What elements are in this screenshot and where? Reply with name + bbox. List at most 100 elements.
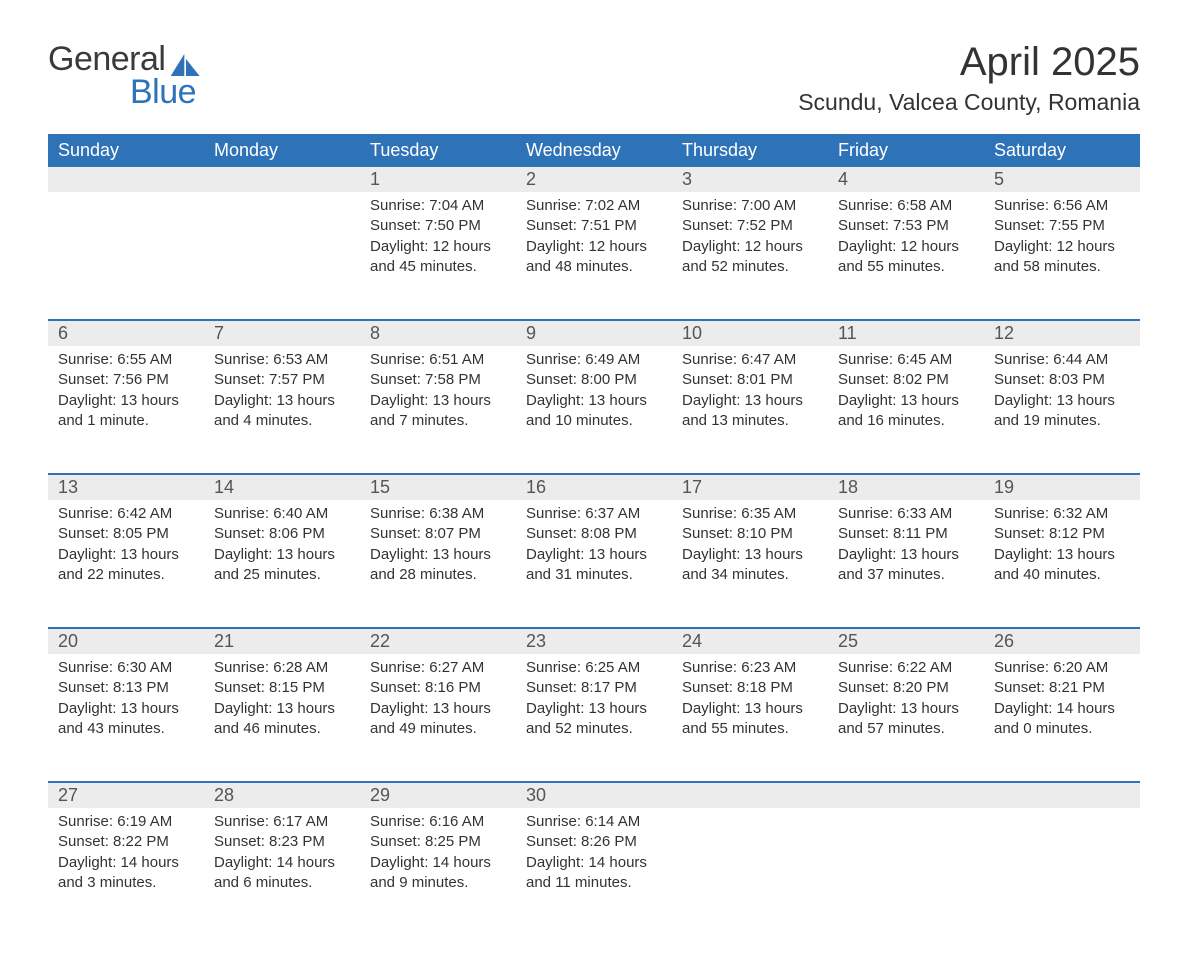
day-header: Tuesday — [360, 134, 516, 167]
day-content-cell: Sunrise: 6:40 AMSunset: 8:06 PMDaylight:… — [204, 500, 360, 628]
day-number-cell: 12 — [984, 320, 1140, 346]
day-content-cell: Sunrise: 6:28 AMSunset: 8:15 PMDaylight:… — [204, 654, 360, 782]
day-content-cell: Sunrise: 6:19 AMSunset: 8:22 PMDaylight:… — [48, 808, 204, 936]
day-content-cell — [672, 808, 828, 936]
day-number-cell: 3 — [672, 167, 828, 192]
day-content-cell — [204, 192, 360, 320]
day-header: Sunday — [48, 134, 204, 167]
sunset-line: Sunset: 8:01 PM — [682, 370, 818, 390]
day-content-cell: Sunrise: 6:25 AMSunset: 8:17 PMDaylight:… — [516, 654, 672, 782]
day-number-cell: 6 — [48, 320, 204, 346]
content-row: Sunrise: 6:42 AMSunset: 8:05 PMDaylight:… — [48, 500, 1140, 628]
daynum-row: 27282930 — [48, 782, 1140, 808]
daylight-line: Daylight: 13 hours and 25 minutes. — [214, 545, 350, 586]
daylight-line: Daylight: 14 hours and 0 minutes. — [994, 699, 1130, 740]
day-number-cell: 22 — [360, 628, 516, 654]
daylight-line: Daylight: 13 hours and 49 minutes. — [370, 699, 506, 740]
title-block: April 2025 Scundu, Valcea County, Romani… — [798, 40, 1140, 116]
sunset-line: Sunset: 8:21 PM — [994, 678, 1130, 698]
location-label: Scundu, Valcea County, Romania — [798, 89, 1140, 116]
day-content-cell: Sunrise: 6:27 AMSunset: 8:16 PMDaylight:… — [360, 654, 516, 782]
day-content-cell: Sunrise: 6:42 AMSunset: 8:05 PMDaylight:… — [48, 500, 204, 628]
day-number-cell: 17 — [672, 474, 828, 500]
sunrise-line: Sunrise: 7:04 AM — [370, 196, 506, 216]
daylight-line: Daylight: 14 hours and 3 minutes. — [58, 853, 194, 894]
day-number-cell: 13 — [48, 474, 204, 500]
day-content-cell: Sunrise: 6:49 AMSunset: 8:00 PMDaylight:… — [516, 346, 672, 474]
content-row: Sunrise: 6:30 AMSunset: 8:13 PMDaylight:… — [48, 654, 1140, 782]
sunrise-line: Sunrise: 6:37 AM — [526, 504, 662, 524]
sunrise-line: Sunrise: 6:44 AM — [994, 350, 1130, 370]
day-content-cell: Sunrise: 6:58 AMSunset: 7:53 PMDaylight:… — [828, 192, 984, 320]
day-number-cell: 28 — [204, 782, 360, 808]
sunrise-line: Sunrise: 6:56 AM — [994, 196, 1130, 216]
sunrise-line: Sunrise: 6:27 AM — [370, 658, 506, 678]
day-number-cell: 9 — [516, 320, 672, 346]
day-content-cell: Sunrise: 6:45 AMSunset: 8:02 PMDaylight:… — [828, 346, 984, 474]
day-content-cell: Sunrise: 6:38 AMSunset: 8:07 PMDaylight:… — [360, 500, 516, 628]
sunrise-line: Sunrise: 6:49 AM — [526, 350, 662, 370]
day-number-cell: 29 — [360, 782, 516, 808]
daylight-line: Daylight: 13 hours and 13 minutes. — [682, 391, 818, 432]
daylight-line: Daylight: 12 hours and 45 minutes. — [370, 237, 506, 278]
daylight-line: Daylight: 13 hours and 10 minutes. — [526, 391, 662, 432]
sunrise-line: Sunrise: 6:38 AM — [370, 504, 506, 524]
daylight-line: Daylight: 12 hours and 58 minutes. — [994, 237, 1130, 278]
sunset-line: Sunset: 8:06 PM — [214, 524, 350, 544]
daynum-row: 12345 — [48, 167, 1140, 192]
sunrise-line: Sunrise: 6:17 AM — [214, 812, 350, 832]
day-number-cell: 26 — [984, 628, 1140, 654]
sunrise-line: Sunrise: 6:45 AM — [838, 350, 974, 370]
sunset-line: Sunset: 8:15 PM — [214, 678, 350, 698]
day-content-cell: Sunrise: 6:56 AMSunset: 7:55 PMDaylight:… — [984, 192, 1140, 320]
day-header: Saturday — [984, 134, 1140, 167]
day-content-cell: Sunrise: 7:02 AMSunset: 7:51 PMDaylight:… — [516, 192, 672, 320]
sunset-line: Sunset: 7:56 PM — [58, 370, 194, 390]
sunrise-line: Sunrise: 6:33 AM — [838, 504, 974, 524]
sunset-line: Sunset: 8:17 PM — [526, 678, 662, 698]
daylight-line: Daylight: 13 hours and 57 minutes. — [838, 699, 974, 740]
day-number-cell: 15 — [360, 474, 516, 500]
day-number-cell — [672, 782, 828, 808]
day-content-cell — [48, 192, 204, 320]
sunset-line: Sunset: 8:03 PM — [994, 370, 1130, 390]
day-number-cell — [48, 167, 204, 192]
day-number-cell — [204, 167, 360, 192]
day-number-cell: 24 — [672, 628, 828, 654]
calendar-body: 12345Sunrise: 7:04 AMSunset: 7:50 PMDayl… — [48, 167, 1140, 936]
daylight-line: Daylight: 13 hours and 34 minutes. — [682, 545, 818, 586]
month-title: April 2025 — [798, 40, 1140, 85]
sunset-line: Sunset: 8:25 PM — [370, 832, 506, 852]
daylight-line: Daylight: 13 hours and 52 minutes. — [526, 699, 662, 740]
day-content-cell: Sunrise: 6:14 AMSunset: 8:26 PMDaylight:… — [516, 808, 672, 936]
day-number-cell: 23 — [516, 628, 672, 654]
daylight-line: Daylight: 13 hours and 37 minutes. — [838, 545, 974, 586]
daylight-line: Daylight: 12 hours and 52 minutes. — [682, 237, 818, 278]
content-row: Sunrise: 6:19 AMSunset: 8:22 PMDaylight:… — [48, 808, 1140, 936]
daylight-line: Daylight: 12 hours and 48 minutes. — [526, 237, 662, 278]
logo-word2: Blue — [130, 73, 285, 112]
sunrise-line: Sunrise: 7:00 AM — [682, 196, 818, 216]
day-number-cell: 14 — [204, 474, 360, 500]
daylight-line: Daylight: 13 hours and 16 minutes. — [838, 391, 974, 432]
day-content-cell — [828, 808, 984, 936]
day-content-cell: Sunrise: 6:55 AMSunset: 7:56 PMDaylight:… — [48, 346, 204, 474]
day-number-cell: 30 — [516, 782, 672, 808]
content-row: Sunrise: 7:04 AMSunset: 7:50 PMDaylight:… — [48, 192, 1140, 320]
daylight-line: Daylight: 13 hours and 7 minutes. — [370, 391, 506, 432]
daylight-line: Daylight: 13 hours and 1 minute. — [58, 391, 194, 432]
day-content-cell: Sunrise: 6:32 AMSunset: 8:12 PMDaylight:… — [984, 500, 1140, 628]
daylight-line: Daylight: 13 hours and 22 minutes. — [58, 545, 194, 586]
day-number-cell: 19 — [984, 474, 1140, 500]
daylight-line: Daylight: 12 hours and 55 minutes. — [838, 237, 974, 278]
day-number-cell: 2 — [516, 167, 672, 192]
day-number-cell: 20 — [48, 628, 204, 654]
logo: General Blue — [48, 40, 203, 112]
sunset-line: Sunset: 8:10 PM — [682, 524, 818, 544]
day-content-cell: Sunrise: 6:51 AMSunset: 7:58 PMDaylight:… — [360, 346, 516, 474]
day-content-cell: Sunrise: 7:04 AMSunset: 7:50 PMDaylight:… — [360, 192, 516, 320]
sunrise-line: Sunrise: 6:53 AM — [214, 350, 350, 370]
sunrise-line: Sunrise: 6:22 AM — [838, 658, 974, 678]
sunrise-line: Sunrise: 6:47 AM — [682, 350, 818, 370]
sunset-line: Sunset: 8:13 PM — [58, 678, 194, 698]
